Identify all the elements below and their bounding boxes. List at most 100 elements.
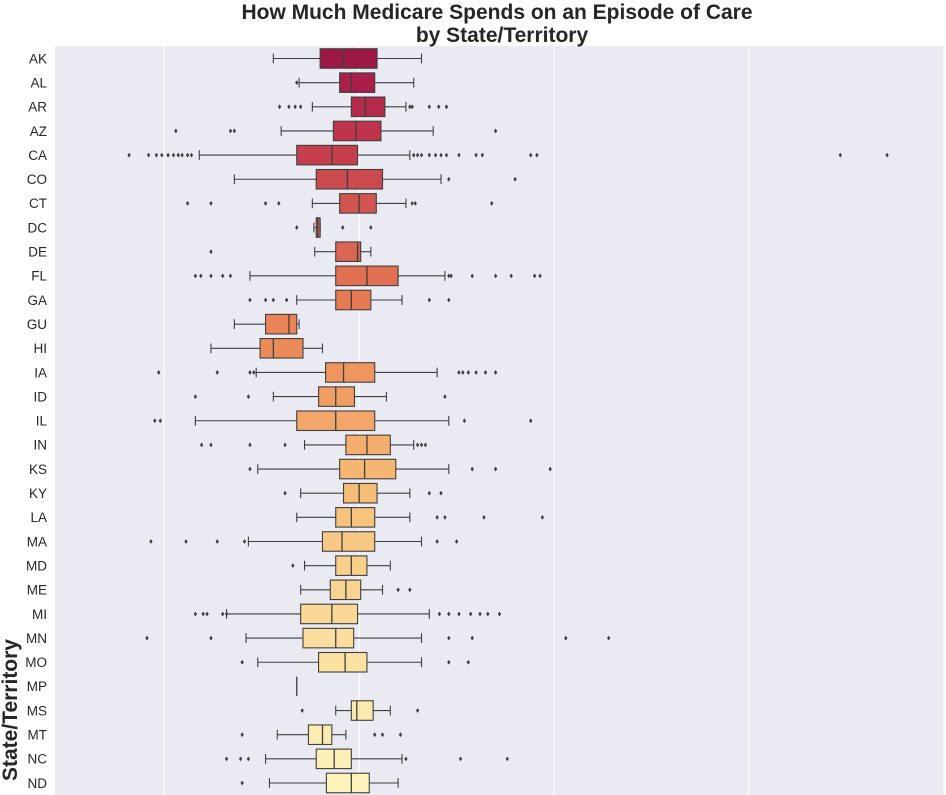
outlier-point [538, 273, 542, 279]
iqr-box [332, 120, 382, 142]
outlier-point [298, 104, 303, 110]
y-tick-label: AK [29, 51, 47, 66]
box-fl [193, 265, 542, 287]
outlier-point [287, 104, 291, 110]
outlier-point [174, 128, 178, 134]
y-tick-label: IL [36, 414, 48, 429]
iqr-box [319, 48, 378, 69]
iqr-box [339, 193, 377, 214]
outlier-point [470, 466, 474, 472]
iqr-box [302, 627, 355, 649]
y-tick-label: LA [30, 510, 47, 525]
outlier-point [433, 152, 438, 158]
outlier-point [228, 273, 233, 279]
outlier-point [248, 442, 252, 448]
box-mi [193, 603, 502, 625]
outlier-point [415, 442, 420, 448]
outlier-point [127, 152, 131, 158]
box-ms [300, 700, 420, 721]
outlier-point [369, 225, 373, 230]
outlier-point [885, 152, 889, 158]
outlier-point [532, 273, 537, 279]
y-tick-label: DE [28, 245, 47, 260]
outlier-point [271, 297, 276, 303]
outlier-point [509, 273, 513, 279]
outlier-point [215, 370, 219, 375]
box-de [209, 241, 372, 262]
outlier-point [447, 297, 451, 303]
outlier-point [232, 128, 237, 134]
outlier-point [341, 225, 345, 230]
outlier-point [838, 152, 842, 158]
outlier-point [201, 611, 205, 617]
outlier-point [458, 756, 463, 762]
outlier-point [427, 297, 431, 303]
outlier-point [248, 466, 252, 472]
iqr-box [335, 289, 372, 311]
iqr-box [296, 144, 359, 166]
outlier-point [404, 756, 408, 762]
y-tick-label: GA [27, 293, 47, 308]
outlier-point [180, 152, 184, 158]
outlier-point [209, 635, 213, 641]
outlier-point [447, 635, 451, 641]
box-ga [248, 289, 451, 311]
box-ks [248, 458, 552, 480]
iqr-box [335, 241, 362, 262]
outlier-point [166, 152, 170, 158]
iqr-box [335, 507, 376, 528]
outlier-point [493, 370, 498, 375]
outlier-point [443, 514, 447, 520]
outlier-point [189, 152, 194, 158]
outlier-point [283, 490, 287, 496]
plot-area [55, 46, 944, 795]
outlier-point [437, 611, 442, 617]
box-me [300, 579, 412, 601]
outlier-point [408, 587, 412, 593]
outlier-point [444, 152, 449, 158]
outlier-point [248, 370, 252, 375]
outlier-point [443, 394, 447, 399]
outlier-point [252, 370, 256, 375]
outlier-point [529, 418, 533, 424]
outlier-point [439, 152, 443, 158]
iqr-box [350, 700, 374, 721]
box-nc [224, 748, 509, 770]
outlier-point [246, 394, 251, 399]
outlier-point [457, 152, 461, 158]
outlier-point [480, 152, 485, 158]
y-tick-label: MA [27, 534, 47, 549]
y-tick-label: CT [29, 196, 47, 211]
y-tick-label: KY [29, 486, 47, 501]
y-tick-label: IA [34, 365, 47, 380]
outlier-point [482, 514, 486, 520]
outlier-point [209, 249, 213, 255]
outlier-point [474, 370, 478, 375]
y-tick-label: CA [28, 148, 47, 163]
y-axis-label: State/Territory [0, 639, 22, 781]
outlier-point [410, 104, 414, 110]
boxplots [127, 48, 889, 794]
outlier-point [415, 708, 420, 713]
outlier-point [415, 152, 420, 158]
outlier-point [497, 611, 502, 617]
chart-title-line-1: How Much Medicare Spends on an Episode o… [241, 1, 752, 24]
y-tick-label: CO [27, 172, 47, 187]
iqr-box [307, 724, 333, 746]
chart-title-line-2: by State/Territory [416, 24, 589, 47]
outlier-point [466, 659, 470, 665]
y-tick-label: MS [27, 703, 47, 718]
outlier-point [263, 297, 268, 303]
iqr-box [339, 72, 376, 93]
iqr-box [318, 651, 368, 673]
outlier-point [449, 273, 453, 279]
outlier-point [419, 152, 424, 158]
box-ia [157, 362, 498, 383]
y-tick-label: MP [27, 679, 47, 694]
outlier-point [209, 201, 213, 206]
outlier-point [564, 635, 568, 641]
outlier-point [483, 370, 488, 375]
outlier-point [277, 201, 281, 206]
outlier-point [248, 297, 252, 303]
outlier-point [154, 152, 159, 158]
